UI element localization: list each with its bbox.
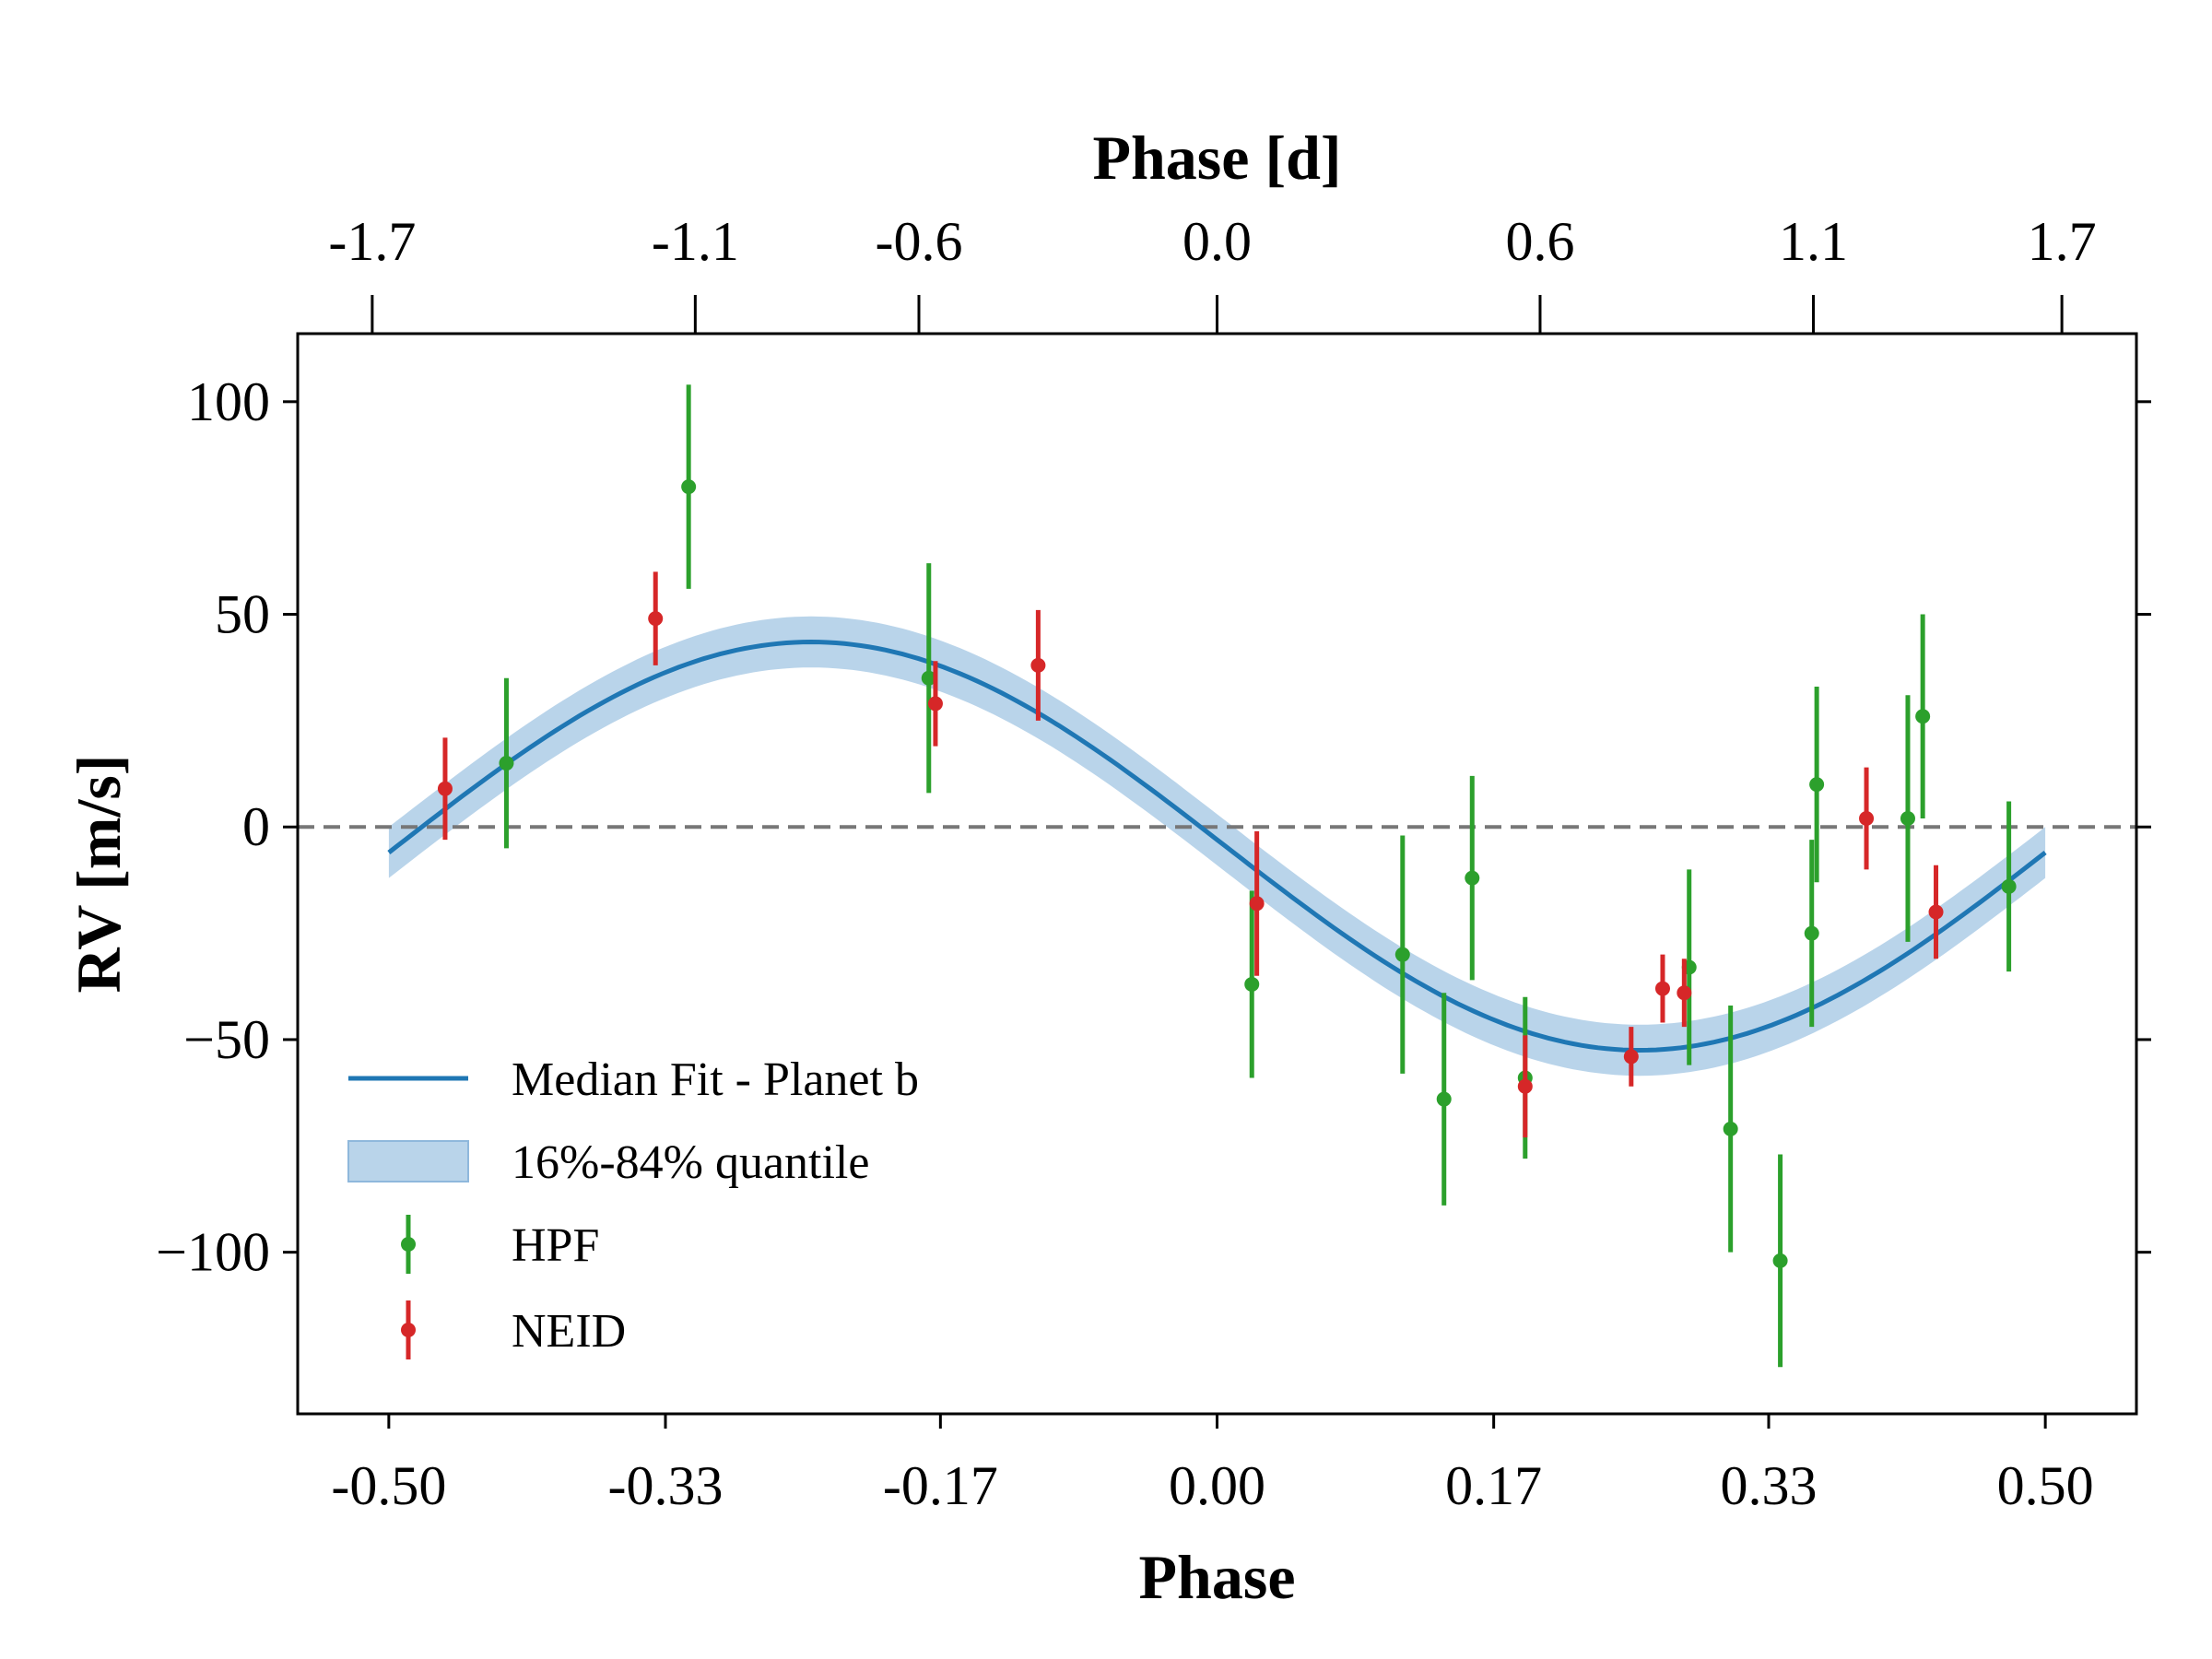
neid-point-0 xyxy=(437,737,453,841)
hpf-point-15 xyxy=(2001,801,2017,972)
legend-band-label: 16%-84% quantile xyxy=(512,1136,869,1189)
top-axis-label: Phase [d] xyxy=(1092,123,1341,193)
hpf-marker xyxy=(1915,709,1931,724)
hpf-point-10 xyxy=(1772,1154,1788,1368)
top-x-tick-label: 1.1 xyxy=(1779,211,1848,272)
legend-neid-label: NEID xyxy=(512,1305,626,1358)
model-line-layer xyxy=(387,639,2047,1053)
x-tick-label: 0.33 xyxy=(1721,1455,1818,1516)
legend-hpf-label: HPF xyxy=(512,1219,599,1272)
x-tick-label: 0.50 xyxy=(1997,1455,2094,1516)
hpf-marker xyxy=(1394,947,1410,962)
x-tick-label: -0.50 xyxy=(331,1455,446,1516)
top-x-tick-label: 0.6 xyxy=(1505,211,1574,272)
neid-point-6 xyxy=(1623,1027,1639,1087)
hpf-point-13 xyxy=(1900,695,1915,942)
x-tick-label: -0.33 xyxy=(608,1455,724,1516)
x-tick-label: 0.00 xyxy=(1169,1455,1265,1516)
hpf-marker xyxy=(681,479,697,495)
hpf-marker xyxy=(1465,870,1480,886)
y-tick-label: 0 xyxy=(242,796,270,857)
top-x-tick-label: -1.7 xyxy=(328,211,416,272)
y-tick-label: −50 xyxy=(183,1009,270,1070)
legend-dot xyxy=(401,1237,416,1252)
hpf-point-1 xyxy=(681,384,697,589)
legend-dot xyxy=(401,1323,416,1337)
quantile-band-layer xyxy=(388,616,2046,1077)
hpf-point-0 xyxy=(499,677,514,849)
neid-marker xyxy=(1859,811,1875,827)
hpf-marker xyxy=(1772,1253,1788,1268)
hpf-point-12 xyxy=(1809,686,1825,883)
hpf-marker xyxy=(1244,976,1260,992)
x-axis-label: Phase xyxy=(1139,1542,1296,1612)
median-fit-line xyxy=(387,639,2047,1053)
x-tick-label: -0.17 xyxy=(883,1455,998,1516)
axis-ticks-layer: -0.50 -0.33 -0.17 0.00 0.17 0.33 0.50-1.7 -1.1-… xyxy=(156,211,2151,1516)
hpf-marker xyxy=(1436,1091,1452,1107)
hpf-point-6 xyxy=(1465,775,1480,981)
neid-point-5 xyxy=(1517,1035,1533,1138)
neid-point-3 xyxy=(1030,609,1046,721)
neid-marker xyxy=(1030,657,1046,673)
hpf-marker xyxy=(921,670,936,686)
y-tick-label: 100 xyxy=(187,371,270,432)
hpf-point-11 xyxy=(1804,840,1819,1028)
hpf-point-14 xyxy=(1915,614,1931,819)
neid-marker xyxy=(648,611,664,627)
neid-point-8 xyxy=(1677,959,1692,1028)
legend: Median Fit - Planet b 16%-84% quantile H… xyxy=(347,1053,919,1359)
hpf-marker xyxy=(1809,777,1825,793)
y-tick-label: 50 xyxy=(215,584,270,645)
x-tick-label: 0.17 xyxy=(1445,1455,1542,1516)
hpf-point-4 xyxy=(1394,835,1410,1074)
neid-point-1 xyxy=(648,571,664,665)
neid-marker xyxy=(1677,985,1692,1001)
legend-band-swatch xyxy=(347,1140,469,1182)
quantile-band xyxy=(388,616,2046,1077)
hpf-marker xyxy=(1900,811,1915,827)
top-x-tick-label: -0.6 xyxy=(875,211,962,272)
hpf-marker xyxy=(499,756,514,771)
neid-marker xyxy=(1928,904,1944,920)
neid-point-10 xyxy=(1928,865,1944,959)
top-x-tick-label: 0.0 xyxy=(1182,211,1252,272)
neid-marker xyxy=(437,781,453,796)
neid-point-2 xyxy=(927,661,943,747)
hpf-point-2 xyxy=(921,563,936,794)
top-x-tick-label: 1.7 xyxy=(2028,211,2097,272)
legend-neid-marker xyxy=(401,1300,416,1359)
hpf-point-9 xyxy=(1723,1006,1738,1253)
legend-model-label: Median Fit - Planet b xyxy=(512,1053,919,1106)
data-points-layer xyxy=(437,384,2017,1368)
top-x-tick-label: -1.1 xyxy=(652,211,739,272)
neid-point-4 xyxy=(1249,830,1265,976)
neid-marker xyxy=(1517,1078,1533,1094)
neid-marker xyxy=(1249,896,1265,912)
neid-marker xyxy=(1623,1049,1639,1065)
neid-marker xyxy=(1654,981,1670,996)
hpf-marker xyxy=(2001,878,2017,894)
hpf-marker xyxy=(1804,925,1819,941)
hpf-point-5 xyxy=(1436,993,1452,1206)
neid-marker xyxy=(927,696,943,712)
hpf-point-3 xyxy=(1244,890,1260,1078)
hpf-marker xyxy=(1723,1121,1738,1136)
legend-hpf-marker xyxy=(401,1215,416,1274)
y-tick-label: −100 xyxy=(156,1222,270,1283)
neid-point-9 xyxy=(1859,767,1875,870)
neid-point-7 xyxy=(1654,954,1670,1023)
y-axis-label: RV [m/s] xyxy=(64,755,134,994)
